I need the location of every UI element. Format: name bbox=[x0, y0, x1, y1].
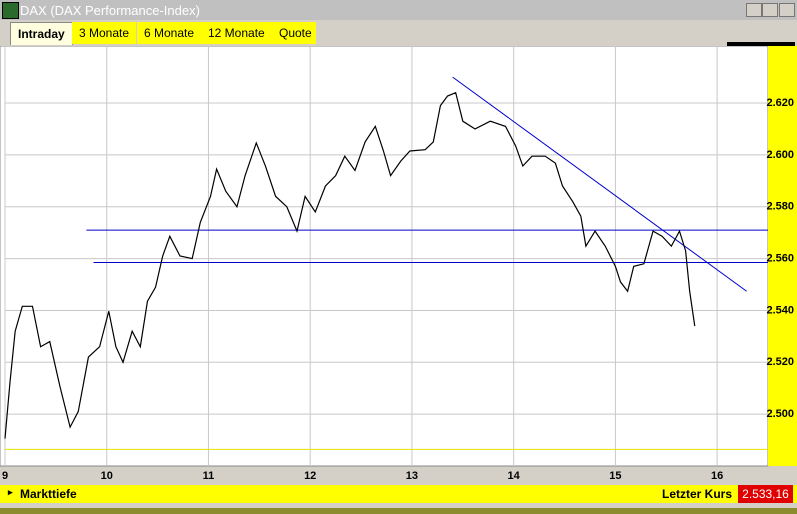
x-tick-label: 14 bbox=[508, 470, 521, 482]
y-tick-label: 2.620 bbox=[766, 97, 794, 109]
title-bar: DAX (DAX Performance-Index) bbox=[0, 0, 797, 20]
window-title: DAX (DAX Performance-Index) bbox=[20, 3, 200, 18]
x-tick-label: 10 bbox=[101, 470, 113, 482]
y-tick-label: 2.540 bbox=[766, 304, 794, 316]
depth-link[interactable]: Markttiefe bbox=[20, 487, 77, 501]
tab[interactable]: Quote bbox=[272, 22, 316, 44]
x-tick-label: 12 bbox=[304, 470, 316, 482]
app-icon bbox=[2, 2, 19, 19]
maximize-button[interactable] bbox=[762, 3, 778, 17]
x-tick-label: 15 bbox=[609, 470, 621, 482]
x-tick-label: 13 bbox=[406, 470, 418, 482]
tab[interactable]: 12 Monate bbox=[201, 22, 272, 44]
x-tick-label: 11 bbox=[203, 470, 215, 482]
price-line bbox=[4, 91, 696, 439]
arrow-icon: ▸ bbox=[8, 487, 13, 497]
tab[interactable]: Intraday bbox=[10, 22, 73, 45]
chart: 9 10 11 12 13 14 15 16 2.500 2.520 2.540 2.560 2.580… bbox=[0, 46, 797, 482]
footer-bar: ▸ Markttiefe Letzter Kurs 2.533,16 bbox=[0, 485, 797, 503]
annotation-line bbox=[452, 76, 747, 292]
y-tick-label: 2.500 bbox=[766, 408, 794, 420]
bottom-strip bbox=[0, 508, 797, 514]
last-price: 2.533,16 bbox=[738, 485, 793, 503]
y-tick-label: 2.580 bbox=[766, 201, 794, 213]
last-price-label: Letzter Kurs bbox=[662, 487, 733, 501]
y-tick-label: 2.560 bbox=[766, 252, 794, 264]
tab[interactable]: 3 Monate bbox=[72, 22, 137, 44]
y-tick-label: 2.520 bbox=[766, 356, 794, 368]
y-axis-strip bbox=[768, 46, 797, 466]
x-tick-label: 9 bbox=[2, 470, 8, 482]
plot-area bbox=[0, 46, 769, 467]
minimize-button[interactable] bbox=[746, 3, 762, 17]
y-tick-label: 2.600 bbox=[766, 149, 794, 161]
tab[interactable]: 6 Monate bbox=[137, 22, 202, 44]
tab-bar: Intraday 3 Monate 6 Monate 12 Monate Quo… bbox=[0, 20, 797, 62]
x-tick-label: 16 bbox=[711, 470, 723, 482]
close-button[interactable] bbox=[779, 3, 795, 17]
